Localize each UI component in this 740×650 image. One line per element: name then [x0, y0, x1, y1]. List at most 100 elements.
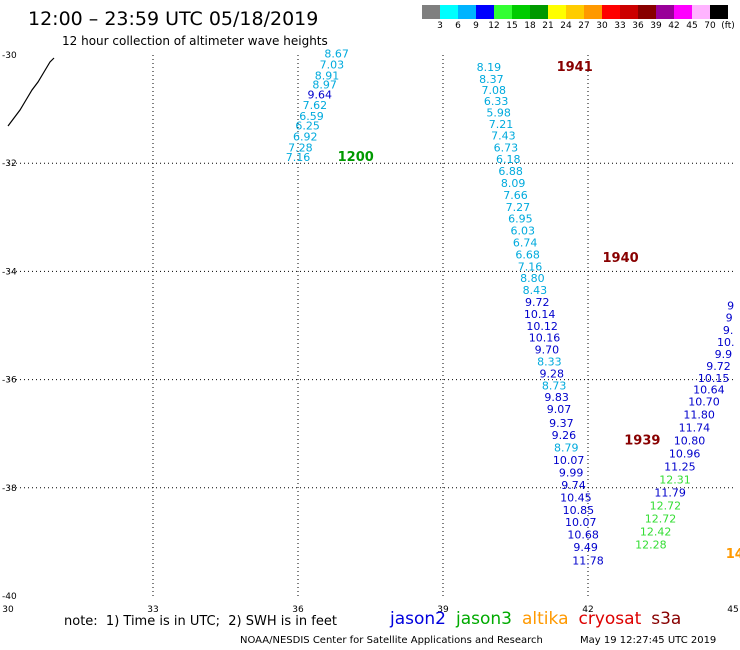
map-note: note: 1) Time is in UTC; 2) SWH is in fe…	[64, 614, 337, 629]
wave-height-value: 7.28	[288, 141, 313, 154]
wave-height-value: 8.33	[537, 356, 562, 369]
wave-height-value: 8.37	[479, 73, 504, 86]
wave-height-value: 9.64	[308, 88, 333, 101]
wave-height-value: 9.72	[706, 360, 731, 373]
wave-height-value: 7.27	[506, 201, 531, 214]
wave-height-value: 10.68	[567, 529, 599, 542]
pass-time-label: 143	[726, 547, 740, 562]
pass-time-label: 1939	[624, 434, 660, 449]
wave-height-value: 9.49	[573, 541, 598, 554]
pass-time-label: 1940	[603, 251, 639, 266]
wave-height-value: 6.03	[511, 225, 536, 238]
color-scale-bar	[422, 5, 728, 19]
x-tick-label: 36	[292, 605, 304, 615]
axis-ticks: 30 33 36 39 42 45 -30 -32 -34 -36 -38 -40	[2, 51, 739, 615]
wave-height-value: 9.26	[552, 429, 577, 442]
wave-height-value: 9.83	[544, 391, 569, 404]
wave-height-value: 10.80	[674, 435, 706, 448]
wave-height-value: 9.28	[540, 367, 565, 380]
wave-height-value: 6.88	[498, 165, 523, 178]
color-swatch	[548, 5, 566, 19]
wave-height-value: 10.85	[563, 504, 595, 517]
color-swatch	[440, 5, 458, 19]
footer-timestamp: May 19 12:27:45 UTC 2019	[580, 635, 717, 646]
wave-height-value: 6.73	[494, 141, 519, 154]
legend-item-jason3: jason3	[456, 609, 512, 629]
color-swatch	[476, 5, 494, 19]
color-swatch	[530, 5, 548, 19]
wave-height-value: 11.80	[683, 409, 715, 422]
satellite-tracks: 8.677.038.918.979.647.626.596.256.927.28…	[286, 48, 735, 568]
color-scale-label: 15	[506, 21, 518, 31]
y-tick-label: -30	[2, 51, 17, 61]
wave-height-value: 10.64	[693, 384, 725, 397]
color-swatch	[566, 5, 584, 19]
color-scale-label: 9	[473, 21, 479, 31]
wave-height-value: 12.72	[645, 512, 677, 525]
wave-height-value: 7.08	[482, 84, 507, 97]
wave-height-value: 7.43	[491, 129, 516, 142]
legend-item-cryosat: cryosat	[578, 609, 642, 629]
legend-item-s3a: s3a	[651, 609, 682, 629]
wave-height-value: 9.07	[547, 403, 572, 416]
wave-height-value: 8.91	[315, 69, 340, 82]
wave-height-value: 8.79	[554, 442, 579, 455]
wave-height-value: 6.68	[515, 248, 540, 261]
color-swatch	[494, 5, 512, 19]
wave-height-value: 6.95	[508, 213, 533, 226]
wave-height-value: 7.66	[503, 189, 528, 202]
wave-height-value: 12.28	[635, 538, 667, 551]
wave-height-value: 10.	[717, 336, 735, 349]
color-scale-label: 24	[560, 21, 572, 31]
wave-height-value: 6.18	[496, 153, 521, 166]
wave-height-value: 8.09	[501, 177, 526, 190]
wave-height-value: 7.16	[518, 260, 543, 273]
color-scale-label: 3	[437, 21, 443, 31]
wave-height-value: 7.03	[320, 59, 345, 72]
color-scale-label: 30	[596, 21, 608, 31]
color-scale-label: 27	[578, 21, 590, 31]
wave-height-value: 8.67	[324, 48, 349, 61]
wave-height-value: 7.16	[286, 151, 311, 164]
wave-height-value: 6.59	[299, 110, 324, 123]
color-swatch	[620, 5, 638, 19]
wave-height-value: 8.73	[542, 379, 567, 392]
wave-height-value: 8.97	[312, 79, 337, 92]
color-scale-labels: 3 6 9 12 15 18 21 24 27 30 33 36 39 42 45 70 (ft)	[422, 21, 735, 33]
color-scale-label: 12	[488, 21, 500, 31]
color-swatch	[638, 5, 656, 19]
color-scale-label: 33	[614, 21, 626, 31]
wave-height-value: 7.62	[303, 99, 328, 112]
track-1940: 8.198.377.086.335.987.217.436.736.186.88…	[477, 61, 604, 567]
color-scale-label: 45	[686, 21, 698, 31]
wave-height-value: 11.79	[654, 486, 686, 499]
map-subtitle: 12 hour collection of altimeter wave hei…	[62, 34, 328, 48]
color-scale-label: (ft)	[721, 21, 735, 31]
x-tick-label: 30	[2, 605, 14, 615]
map-title: 12:00 – 23:59 UTC 05/18/2019	[28, 8, 319, 30]
x-tick-label: 42	[582, 605, 593, 615]
wave-height-value: 6.25	[295, 120, 320, 133]
x-tick-label: 33	[147, 605, 158, 615]
wave-height-value: 9	[726, 312, 733, 325]
y-tick-label: -32	[2, 159, 17, 169]
wave-height-value: 6.92	[293, 130, 318, 143]
satellite-legend: jason2 jason3 altika cryosat s3a	[390, 609, 691, 629]
coastline	[7, 57, 55, 127]
pass-time-label: 1941	[557, 60, 593, 75]
pass-time-label: 1200	[338, 150, 374, 165]
coastline-line	[7, 57, 55, 127]
color-scale-label: 18	[524, 21, 536, 31]
legend-item-jason2: jason2	[390, 609, 446, 629]
color-swatch	[512, 5, 530, 19]
y-tick-label: -40	[2, 592, 17, 602]
wave-height-value: 10.45	[560, 491, 592, 504]
track-1200: 8.677.038.918.979.647.626.596.256.927.28…	[286, 48, 349, 164]
color-swatch	[692, 5, 710, 19]
color-scale-label: 6	[455, 21, 461, 31]
wave-height-value: 11.78	[572, 555, 604, 568]
wave-height-value: 9.	[723, 324, 734, 337]
color-swatch	[602, 5, 620, 19]
color-swatch	[584, 5, 602, 19]
